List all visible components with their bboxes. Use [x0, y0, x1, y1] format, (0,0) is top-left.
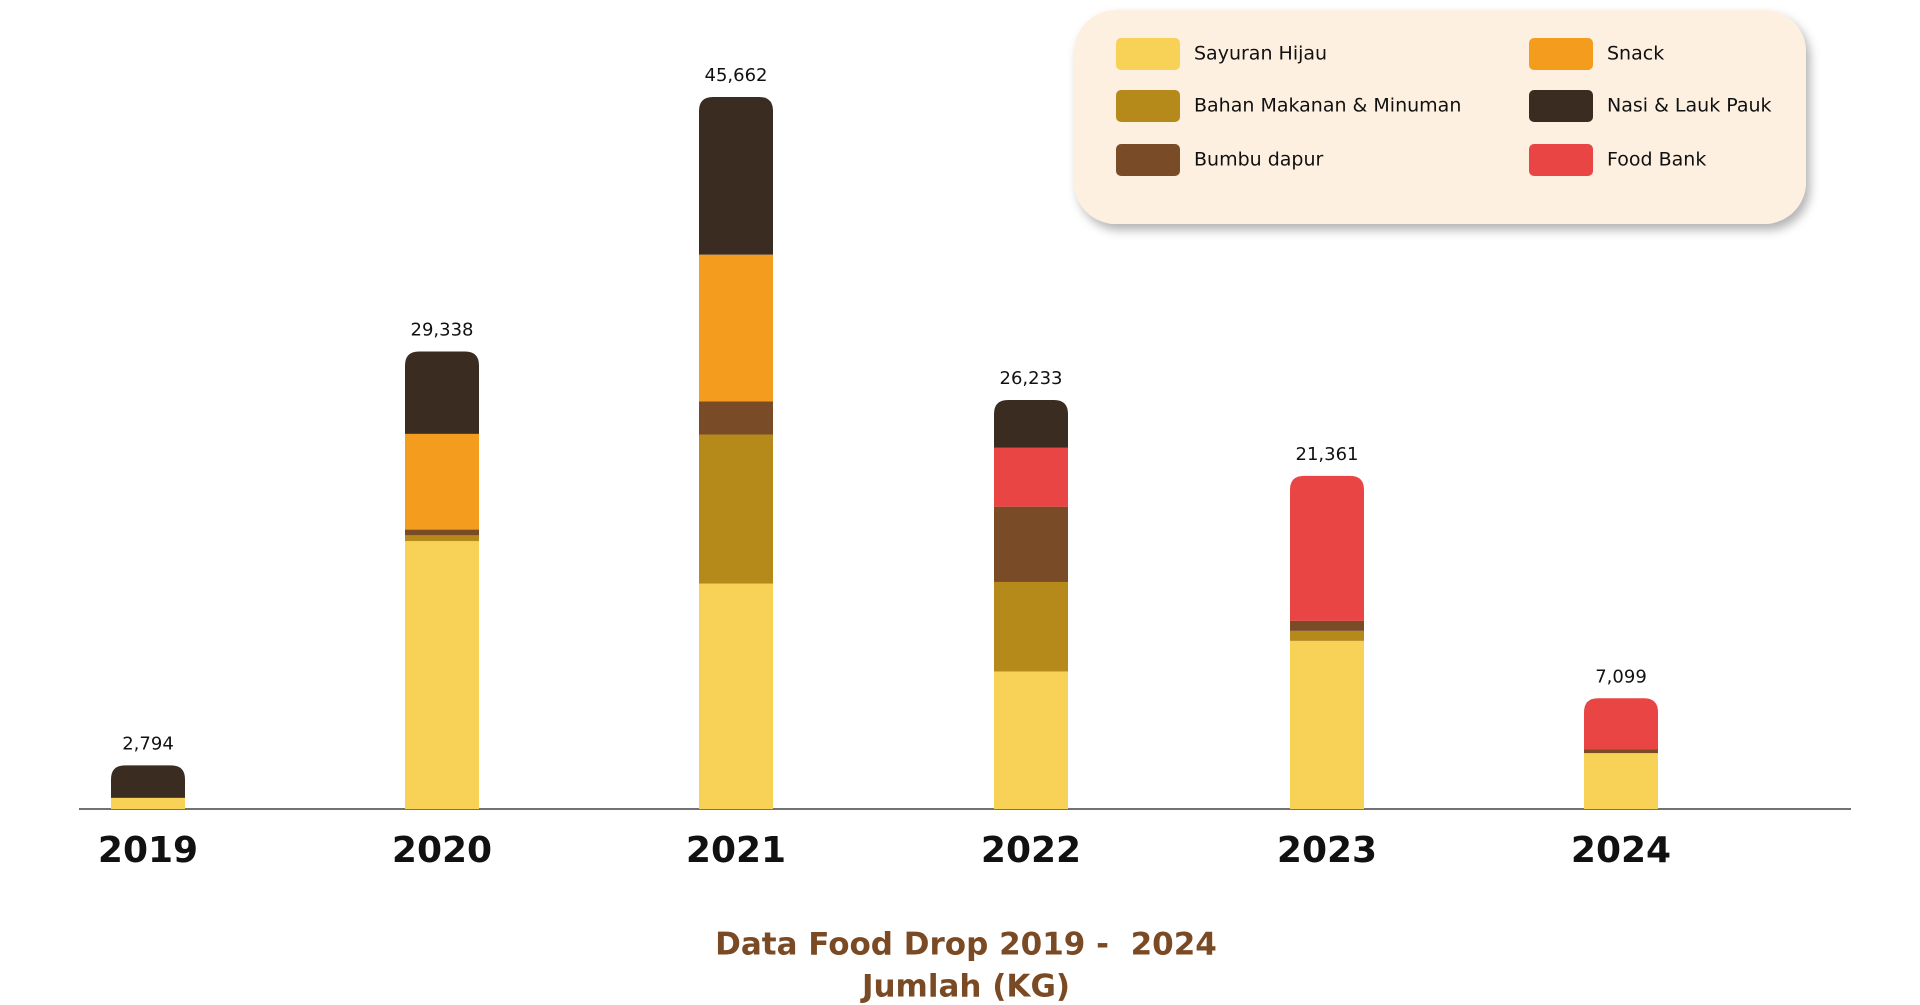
x-tick-label: 2023	[1277, 830, 1377, 871]
total-label: 21,361	[1296, 444, 1359, 465]
legend-label: Nasi & Lauk Pauk	[1607, 95, 1772, 117]
bar-segment	[111, 797, 185, 809]
legend-swatch	[1529, 38, 1593, 70]
legend-swatch	[1116, 90, 1180, 122]
legend-box	[1074, 10, 1806, 224]
bar-segment	[405, 535, 479, 542]
x-tick-label: 2022	[981, 830, 1081, 871]
bar-segment	[994, 399, 1068, 448]
bar-segment	[1584, 698, 1658, 750]
total-label: 45,662	[705, 65, 768, 86]
legend-swatch	[1116, 144, 1180, 176]
x-tick-label: 2020	[392, 830, 492, 871]
legend-label: Sayuran Hijau	[1194, 43, 1327, 65]
bar-segment	[994, 447, 1068, 507]
bar-segment	[111, 765, 185, 798]
bar-segment	[1290, 620, 1364, 631]
bar-segment	[699, 254, 773, 402]
chart-title: Data Food Drop 2019 - 2024	[715, 927, 1217, 963]
bar-segment	[405, 541, 479, 809]
total-label: 2,794	[122, 733, 174, 754]
bar-segment	[994, 506, 1068, 582]
bar-segment	[994, 581, 1068, 672]
legend-label: Bahan Makanan & Minuman	[1194, 95, 1461, 117]
bar-segment	[1584, 749, 1658, 754]
bar-segment	[699, 401, 773, 435]
bar-segment	[699, 583, 773, 809]
bar-segment	[405, 529, 479, 536]
bar-segment	[994, 671, 1068, 809]
legend-swatch	[1529, 90, 1593, 122]
legend-label: Bumbu dapur	[1194, 149, 1324, 171]
bar-segment	[699, 434, 773, 584]
bar-segment	[1584, 753, 1658, 809]
x-tick-label: 2021	[686, 830, 786, 871]
legend-swatch	[1529, 144, 1593, 176]
chart-subtitle: Jumlah (KG)	[860, 969, 1070, 1005]
x-tick-label: 2024	[1571, 830, 1671, 871]
bar-segment	[1290, 630, 1364, 641]
bar-segment	[699, 97, 773, 255]
x-tick-label: 2019	[98, 830, 198, 871]
total-label: 7,099	[1595, 666, 1647, 687]
legend-label: Food Bank	[1607, 149, 1706, 171]
bar-segment	[405, 433, 479, 530]
total-label: 29,338	[411, 320, 474, 341]
bar-segment	[1290, 475, 1364, 621]
legend-label: Snack	[1607, 43, 1664, 65]
bar-segment	[1290, 640, 1364, 809]
legend-swatch	[1116, 38, 1180, 70]
total-label: 26,233	[1000, 368, 1063, 389]
bar-segment	[405, 351, 479, 434]
